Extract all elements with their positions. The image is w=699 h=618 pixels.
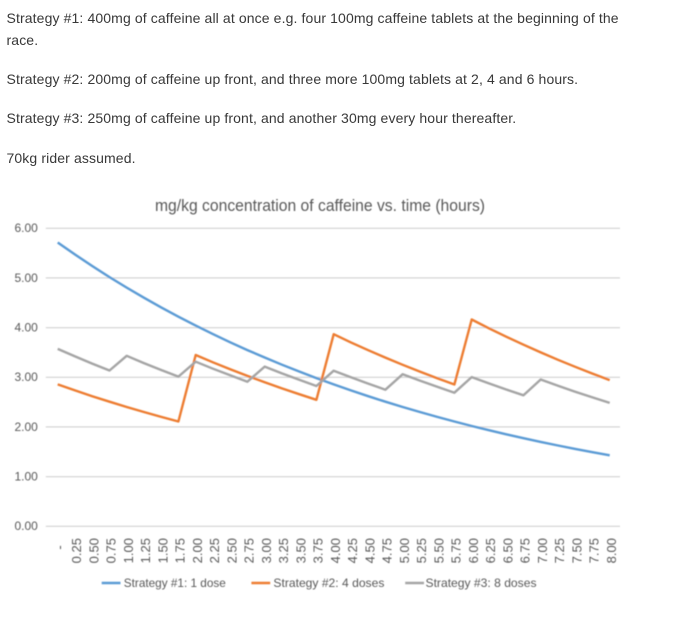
svg-text:0.25: 0.25 xyxy=(69,538,84,563)
svg-text:1.25: 1.25 xyxy=(138,538,153,563)
svg-text:2.50: 2.50 xyxy=(224,538,239,563)
svg-text:Strategy #1: 1 dose: Strategy #1: 1 dose xyxy=(124,576,226,590)
svg-text:0.50: 0.50 xyxy=(86,538,101,563)
svg-text:6.25: 6.25 xyxy=(483,538,498,563)
svg-text:2.00: 2.00 xyxy=(14,420,38,434)
svg-text:7.50: 7.50 xyxy=(569,538,584,563)
svg-text:8.00: 8.00 xyxy=(604,538,619,563)
svg-text:5.00: 5.00 xyxy=(14,271,38,285)
svg-text:3.75: 3.75 xyxy=(311,538,326,563)
svg-text:5.25: 5.25 xyxy=(414,538,429,563)
svg-text:7.25: 7.25 xyxy=(552,538,567,563)
svg-text:7.00: 7.00 xyxy=(535,538,550,563)
svg-text:3.00: 3.00 xyxy=(14,370,38,384)
svg-text:5.75: 5.75 xyxy=(449,538,464,563)
svg-text:mg/kg concentration of caffein: mg/kg concentration of caffeine vs. time… xyxy=(155,196,485,215)
svg-text:4.75: 4.75 xyxy=(380,538,395,563)
svg-text:5.50: 5.50 xyxy=(431,538,446,563)
svg-text:4.25: 4.25 xyxy=(345,538,360,563)
svg-text:7.75: 7.75 xyxy=(587,538,602,563)
svg-text:1.50: 1.50 xyxy=(155,538,170,563)
svg-text:1.00: 1.00 xyxy=(14,470,38,484)
svg-text:0.00: 0.00 xyxy=(14,519,38,533)
svg-text:3.00: 3.00 xyxy=(259,538,274,563)
svg-text:2.25: 2.25 xyxy=(207,538,222,563)
svg-text:1.75: 1.75 xyxy=(173,538,188,563)
svg-text:5.00: 5.00 xyxy=(397,538,412,563)
svg-text:1.00: 1.00 xyxy=(121,538,136,563)
svg-text:2.00: 2.00 xyxy=(190,538,205,563)
svg-text:4.00: 4.00 xyxy=(14,320,38,334)
svg-text:6.00: 6.00 xyxy=(466,538,481,563)
svg-text:Strategy #3: 8 doses: Strategy #3: 8 doses xyxy=(426,576,537,590)
svg-text:6.50: 6.50 xyxy=(500,538,515,563)
svg-text:2.75: 2.75 xyxy=(242,538,257,563)
svg-text:6.75: 6.75 xyxy=(518,538,533,563)
svg-text:4.50: 4.50 xyxy=(362,538,377,563)
svg-text:-: - xyxy=(52,538,67,550)
svg-text:Strategy #2: 4 doses: Strategy #2: 4 doses xyxy=(273,576,384,590)
svg-text:4.00: 4.00 xyxy=(328,538,343,563)
svg-text:3.50: 3.50 xyxy=(293,538,308,563)
svg-text:0.75: 0.75 xyxy=(104,538,119,563)
svg-text:6.00: 6.00 xyxy=(14,221,38,235)
svg-text:3.25: 3.25 xyxy=(276,538,291,563)
